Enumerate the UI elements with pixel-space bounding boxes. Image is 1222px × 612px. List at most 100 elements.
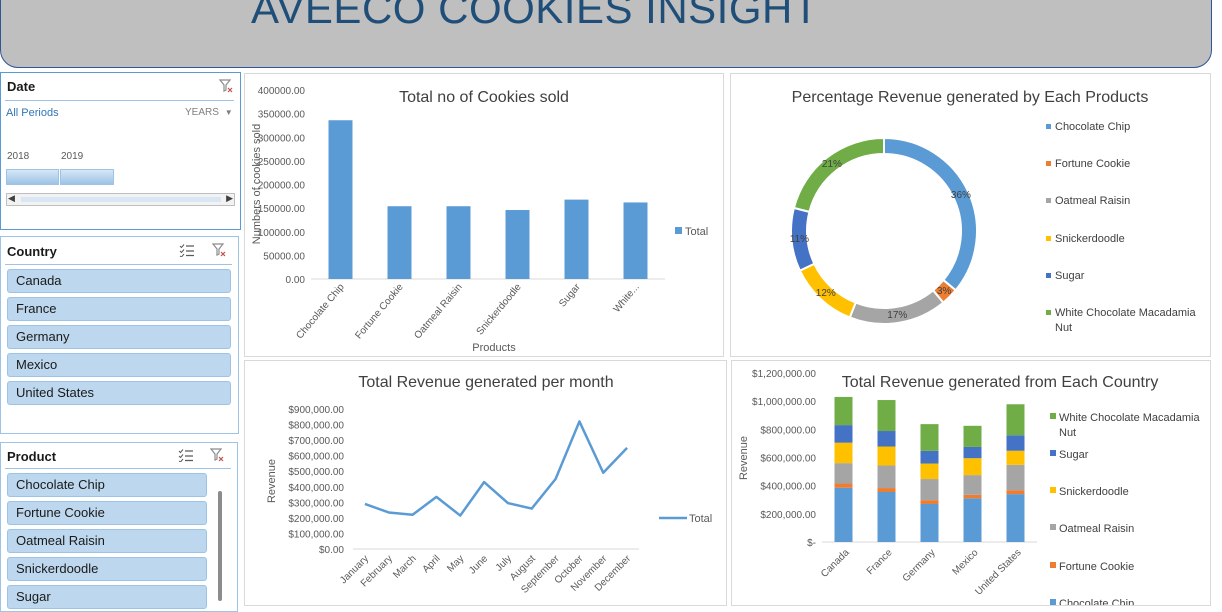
x-tick-label: April <box>421 553 443 575</box>
x-tick-label: Fortune Cookie <box>353 282 406 342</box>
legend-label: Chocolate Chip <box>1055 121 1130 133</box>
country-item-mexico[interactable]: Mexico <box>7 353 231 377</box>
stacked-bar-segment <box>834 442 853 464</box>
stacked-bar-segment <box>1006 490 1025 495</box>
stacked-bar-segment <box>1006 435 1025 451</box>
legend-label: White Chocolate Macadamia <box>1055 307 1197 319</box>
product-item-fortune-cookie[interactable]: Fortune Cookie <box>7 501 207 525</box>
x-tick-label: Chocolate Chip <box>294 282 347 342</box>
product-item-chocolate-chip[interactable]: Chocolate Chip <box>7 473 207 497</box>
y-axis-title: Numbers of cookies sold <box>251 124 263 244</box>
legend-swatch <box>1046 198 1051 203</box>
legend-swatch <box>1046 236 1051 241</box>
stacked-bar-segment <box>920 424 939 451</box>
date-slicer-title: Date <box>7 79 36 94</box>
country-item-canada[interactable]: Canada <box>7 269 231 293</box>
legend-swatch <box>1050 524 1056 530</box>
legend-label: Nut <box>1055 322 1072 334</box>
bar <box>446 206 471 279</box>
country-item-france[interactable]: France <box>7 297 231 321</box>
stacked-bar-segment <box>920 479 939 501</box>
y-tick-label: $800,000.00 <box>760 425 816 436</box>
country-item-united-states[interactable]: United States <box>7 381 231 405</box>
product-item-oatmeal-raisin[interactable]: Oatmeal Raisin <box>7 529 207 553</box>
legend-label: Nut <box>1059 427 1076 439</box>
country-slicer[interactable]: Country Canada France Germany Mexico Uni… <box>0 236 239 434</box>
y-tick-label: $1,200,000.00 <box>752 369 816 380</box>
y-tick-label: $100,000.00 <box>288 529 344 540</box>
y-axis-title: Revenue <box>738 436 750 480</box>
stacked-bar-segment <box>834 396 853 426</box>
y-tick-label: $200,000.00 <box>760 510 816 521</box>
time-level-dropdown[interactable]: YEARS ▼ <box>185 107 233 118</box>
country-item-germany[interactable]: Germany <box>7 325 231 349</box>
timeline-bar-2019[interactable] <box>60 169 114 185</box>
stacked-bar-segment <box>877 465 896 489</box>
legend-swatch <box>675 227 682 234</box>
y-tick-label: 400000.00 <box>258 86 306 97</box>
stacked-bar-segment <box>877 400 896 432</box>
scroll-thumb[interactable] <box>21 197 221 202</box>
legend-swatch <box>1050 413 1056 419</box>
year-label-2019: 2019 <box>61 151 84 162</box>
slicer-scrollbar[interactable] <box>218 491 222 601</box>
legend-label: Snickerdoodle <box>1055 233 1125 245</box>
legend-swatch <box>1050 450 1056 456</box>
stacked-bar-segment <box>920 450 939 464</box>
y-tick-label: 0.00 <box>286 275 306 286</box>
dashboard-title: AVEECO COOKIES INSIGHT <box>251 0 819 32</box>
legend-label: Total <box>689 513 712 525</box>
chart-title: Total no of Cookies sold <box>399 89 569 106</box>
clear-filter-icon[interactable] <box>212 243 226 257</box>
revenue-month-chart: Total Revenue generated per month $0.00 $1… <box>244 360 727 606</box>
dashboard-banner: AVEECO COOKIES INSIGHT <box>0 0 1212 68</box>
legend-swatch <box>1050 599 1056 605</box>
donut-slice <box>792 136 885 214</box>
stacked-bar-segment <box>877 446 896 466</box>
stacked-bar-segment <box>920 500 939 504</box>
y-tick-label: $1,000,000.00 <box>752 397 816 408</box>
y-tick-label: $- <box>807 538 816 549</box>
y-tick-label: $900,000.00 <box>288 405 344 416</box>
clear-filter-icon[interactable] <box>210 448 224 462</box>
stacked-bar-segment <box>1006 404 1025 436</box>
product-slicer-title: Product <box>7 449 57 464</box>
x-tick-label: France <box>865 547 895 577</box>
legend-label: Oatmeal Raisin <box>1055 195 1130 207</box>
x-axis-title: Products <box>472 342 516 354</box>
x-tick-label: Germany <box>901 547 938 584</box>
stacked-bar-segment <box>1006 494 1025 542</box>
clear-filter-icon[interactable] <box>219 79 233 93</box>
multi-select-icon[interactable] <box>179 243 195 257</box>
country-slicer-title: Country <box>7 244 57 259</box>
product-item-snickerdoodle[interactable]: Snickerdoodle <box>7 557 207 581</box>
scroll-right-icon[interactable]: ▶ <box>226 193 233 203</box>
stacked-bar-segment <box>963 475 982 495</box>
stacked-bar-segment <box>834 487 853 542</box>
legend-label: Sugar <box>1059 449 1089 461</box>
x-tick-label: March <box>391 553 418 580</box>
product-item-sugar[interactable]: Sugar <box>7 585 207 609</box>
multi-select-icon[interactable] <box>178 448 194 462</box>
cookies-sold-svg: Total no of Cookies sold 0.00 50000.00 1000… <box>251 86 708 354</box>
revenue-country-svg: Total Revenue generated from Each Countr… <box>738 369 1201 610</box>
legend-swatch <box>1050 562 1056 568</box>
stacked-bar-segment <box>877 492 896 542</box>
x-tick-label: Sugar <box>557 281 583 309</box>
y-tick-label: $500,000.00 <box>288 467 344 478</box>
y-tick-label: $300,000.00 <box>288 498 344 509</box>
legend-label: Chocolate Chip <box>1059 598 1134 605</box>
timeline-bar-2018[interactable] <box>6 169 59 185</box>
product-slicer[interactable]: Product Chocolate Chip Fortune Cookie Oa… <box>0 442 238 612</box>
date-slicer[interactable]: Date All Periods YEARS ▼ 2018 2019 ◀ ▶ <box>0 72 241 230</box>
stacked-bar-segment <box>963 494 982 499</box>
slice-label: 12% <box>816 288 836 299</box>
y-tick-label: 50000.00 <box>263 251 305 262</box>
x-tick-label: Mexico <box>950 547 980 577</box>
scroll-left-icon[interactable]: ◀ <box>8 193 15 203</box>
slice-label: 21% <box>822 159 842 170</box>
stacked-bar-segment <box>963 498 982 542</box>
timeline-scrollbar[interactable]: ◀ ▶ <box>6 193 235 206</box>
legend-label: Fortune Cookie <box>1059 561 1134 573</box>
revenue-share-svg: Percentage Revenue generated by Each Pro… <box>790 89 1197 334</box>
